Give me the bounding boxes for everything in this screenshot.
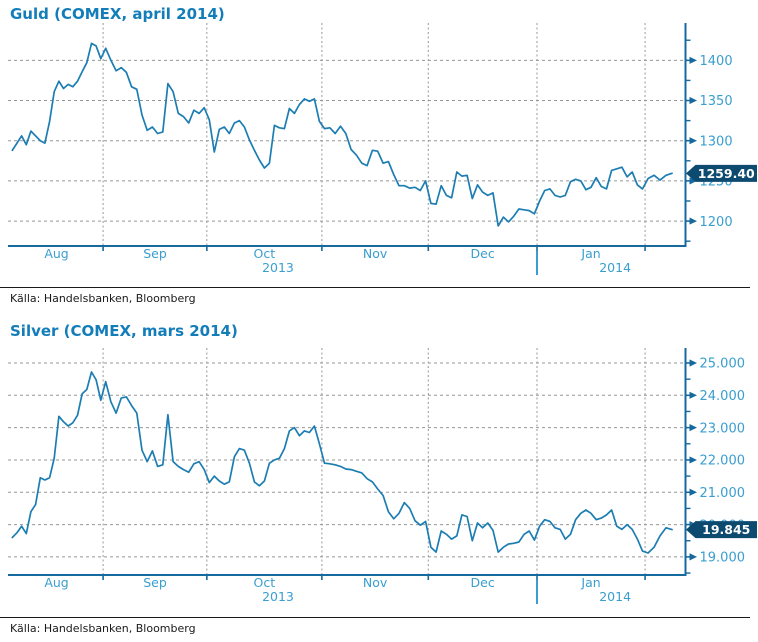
gold-source-note: Källa: Handelsbanken, Bloomberg (10, 292, 196, 305)
section-divider (0, 287, 750, 288)
y-tick-label: 1350 (700, 94, 733, 109)
x-month-label: Jan (580, 246, 600, 261)
silver-chart-title: Silver (COMEX, mars 2014) (10, 322, 238, 340)
x-month-label: Dec (471, 575, 495, 590)
tick-arrow-icon (689, 359, 697, 367)
year-label: 2014 (599, 260, 631, 275)
gold-chart-title: Guld (COMEX, april 2014) (10, 5, 225, 23)
tick-arrow-icon (689, 96, 697, 105)
last-price-box (686, 521, 757, 539)
tick-arrow-icon (689, 391, 697, 399)
y-tick-label: 1400 (700, 54, 733, 69)
year-label: 2013 (262, 260, 294, 275)
tick-arrow-icon (689, 217, 697, 225)
y-tick-label: 23.000 (700, 421, 746, 436)
year-label: 2014 (599, 589, 631, 604)
last-price-value: 19.845 (702, 522, 750, 537)
last-price-box (686, 164, 757, 182)
x-month-label: Nov (363, 575, 388, 590)
y-tick-label: 19.000 (700, 551, 746, 566)
price-line (11, 371, 673, 554)
year-label: 2013 (262, 589, 294, 604)
tick-arrow-icon (689, 553, 697, 561)
section-divider (0, 617, 750, 618)
x-month-label: Oct (254, 575, 276, 590)
silver-source-note: Källa: Handelsbanken, Bloomberg (10, 622, 196, 635)
x-month-label: Oct (254, 246, 276, 261)
silver-price-chart: 25.00024.00023.00022.00021.00020.00019.0… (8, 348, 757, 604)
price-line (11, 42, 673, 227)
x-month-label: Sep (143, 575, 167, 590)
y-tick-label: 24.000 (700, 389, 746, 404)
x-month-label: Sep (143, 246, 167, 261)
x-month-label: Aug (44, 246, 68, 261)
tick-arrow-icon (689, 456, 697, 464)
x-month-label: Nov (363, 246, 388, 261)
tick-arrow-icon (689, 424, 697, 432)
y-tick-label: 25.000 (700, 357, 746, 372)
y-tick-label: 21.000 (700, 486, 746, 501)
tick-arrow-icon (689, 177, 697, 185)
y-tick-label: 1300 (700, 134, 733, 149)
tick-arrow-icon (689, 488, 697, 496)
x-month-label: Dec (471, 246, 495, 261)
tick-arrow-icon (689, 137, 697, 145)
y-tick-label: 22.000 (700, 454, 746, 469)
tick-arrow-icon (689, 56, 697, 64)
x-month-label: Aug (44, 575, 68, 590)
y-tick-label: 1200 (700, 215, 733, 230)
x-month-label: Jan (580, 575, 600, 590)
last-price-value: 1259.40 (698, 166, 755, 181)
